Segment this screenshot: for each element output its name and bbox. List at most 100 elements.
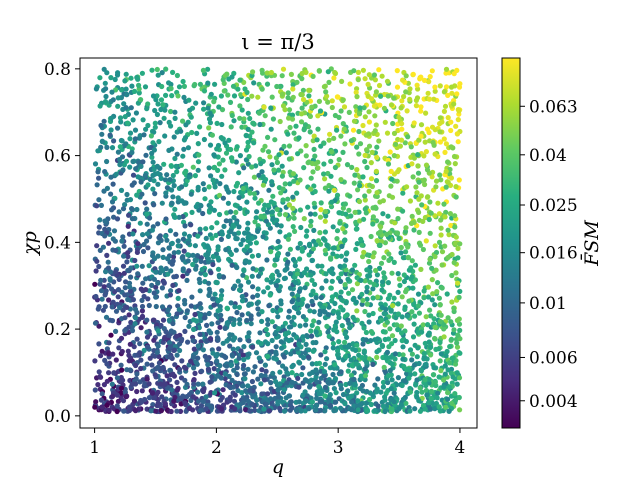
data-point	[131, 180, 137, 186]
data-point	[454, 340, 460, 346]
data-point	[429, 174, 435, 180]
data-point	[255, 306, 261, 312]
data-point	[176, 307, 182, 313]
data-point	[398, 250, 404, 256]
data-point	[106, 282, 112, 289]
data-point	[318, 207, 324, 213]
data-point	[175, 243, 181, 249]
data-point	[401, 278, 407, 285]
data-point	[237, 103, 243, 109]
data-point	[200, 381, 206, 387]
data-point	[114, 408, 120, 415]
data-point	[414, 394, 420, 400]
data-point	[275, 387, 281, 393]
data-point	[425, 284, 431, 290]
data-point	[195, 381, 201, 387]
data-point	[319, 399, 325, 405]
data-point	[148, 408, 154, 414]
data-point	[282, 181, 288, 187]
data-point	[233, 183, 239, 189]
data-point	[115, 149, 121, 155]
data-point	[184, 277, 190, 283]
data-point	[124, 191, 130, 198]
data-point	[371, 250, 377, 256]
data-point	[303, 341, 309, 347]
data-point	[290, 171, 297, 177]
data-point	[347, 193, 353, 199]
data-point	[131, 398, 138, 404]
data-point	[273, 356, 279, 362]
data-point	[199, 368, 205, 374]
data-point	[185, 145, 191, 151]
data-point	[118, 335, 125, 341]
data-point	[151, 395, 157, 401]
data-point	[334, 236, 340, 242]
data-point	[322, 208, 329, 215]
data-point	[163, 92, 169, 98]
data-point	[265, 331, 271, 338]
data-point	[138, 365, 144, 372]
data-point	[275, 250, 282, 257]
data-point	[454, 317, 460, 323]
data-point	[97, 75, 103, 81]
data-point	[313, 295, 319, 301]
data-point	[237, 337, 243, 343]
data-point	[362, 373, 369, 379]
data-point	[237, 321, 243, 327]
data-point	[181, 231, 188, 237]
data-point	[232, 202, 238, 208]
data-point	[438, 177, 444, 183]
data-point	[166, 354, 172, 360]
data-point	[442, 103, 449, 109]
data-point	[362, 366, 368, 372]
data-point	[322, 408, 328, 414]
data-point	[324, 356, 330, 362]
data-point	[436, 374, 442, 380]
data-point	[299, 105, 305, 111]
data-point	[383, 231, 390, 237]
data-point	[132, 321, 138, 327]
data-point	[264, 277, 270, 283]
data-point	[332, 69, 338, 76]
data-point	[384, 349, 390, 355]
data-point	[155, 280, 161, 286]
data-point	[132, 127, 139, 133]
data-point	[342, 282, 348, 288]
data-point	[269, 337, 275, 344]
data-point	[159, 200, 165, 206]
data-point	[423, 149, 429, 155]
data-point	[246, 153, 252, 160]
data-point	[418, 108, 424, 114]
data-point	[103, 86, 109, 92]
data-point	[296, 399, 302, 405]
data-point	[343, 211, 349, 217]
data-point	[368, 401, 374, 408]
data-point	[146, 381, 152, 387]
data-point	[249, 164, 255, 170]
data-point	[423, 110, 429, 116]
data-point	[174, 387, 180, 393]
data-point	[324, 93, 330, 99]
data-point	[304, 228, 310, 234]
data-point	[138, 97, 144, 103]
data-point	[273, 282, 280, 289]
data-point	[333, 390, 339, 396]
data-point	[342, 339, 348, 345]
data-point	[372, 113, 378, 119]
data-point	[302, 350, 308, 356]
data-point	[391, 390, 397, 396]
data-point	[345, 276, 351, 282]
data-point	[180, 153, 186, 159]
data-point	[392, 351, 398, 357]
data-point	[403, 225, 409, 231]
data-point	[366, 312, 372, 318]
data-point	[145, 245, 151, 251]
data-point	[96, 369, 102, 375]
data-point	[211, 99, 217, 105]
data-point	[326, 304, 332, 310]
data-point	[455, 245, 461, 252]
data-point	[363, 400, 369, 406]
data-point	[175, 93, 181, 99]
data-point	[216, 211, 223, 218]
data-point	[422, 139, 428, 145]
